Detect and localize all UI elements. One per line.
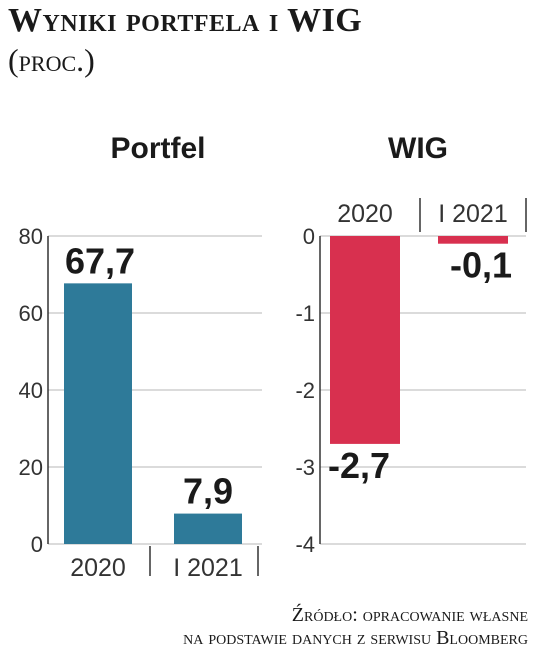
category-label-portfel-chart-1: I 2021 <box>173 554 243 582</box>
chart-title-portfel-chart: Portfel <box>110 132 205 165</box>
figure-subtitle: (proc.) <box>8 42 95 78</box>
wig-chart: WIG 0 -1 -2 -3 -4 -2,7 2020 -0,1 I 2021 <box>295 132 527 557</box>
source-line-2: na podstawie danych z serwisu Bloomberg <box>183 627 528 649</box>
value-label-wig-chart-0: -2,7 <box>328 445 390 486</box>
bar-wig-chart-1 <box>438 236 508 244</box>
bar-portfel-chart-0 <box>64 283 132 544</box>
bar-wig-chart-0 <box>330 236 400 444</box>
category-label-wig-chart-0: 2020 <box>337 200 393 228</box>
y-tick-label-portfel-chart-2: 40 <box>19 378 43 403</box>
value-label-portfel-chart-0: 67,7 <box>65 240 135 281</box>
bar-portfel-chart-1 <box>174 513 242 544</box>
value-label-wig-chart-1: -0,1 <box>450 245 512 286</box>
source-note: Źródło: opracowanie własne na podstawie … <box>183 604 528 650</box>
value-label-portfel-chart-1: 7,9 <box>183 471 233 512</box>
y-tick-label-portfel-chart-3: 60 <box>19 301 43 326</box>
y-tick-label-portfel-chart-1: 20 <box>19 455 43 480</box>
y-tick-label-wig-chart-1: -1 <box>295 301 315 326</box>
y-tick-label-wig-chart-4: -4 <box>295 532 315 557</box>
y-tick-label-wig-chart-2: -2 <box>295 378 315 403</box>
category-label-wig-chart-1: I 2021 <box>438 200 508 228</box>
chart-title-wig-chart: WIG <box>388 132 448 165</box>
y-tick-label-portfel-chart-0: 0 <box>31 532 43 557</box>
figure-title: Wyniki portfela i WIG <box>8 2 363 39</box>
portfel-chart: Portfel 0 20 40 60 80 67,7 2020 7,9 I 2021 <box>19 132 262 582</box>
category-label-portfel-chart-0: 2020 <box>70 554 126 582</box>
y-tick-label-wig-chart-3: -3 <box>295 455 315 480</box>
source-line-1: Źródło: opracowanie własne <box>291 604 528 626</box>
y-tick-label-portfel-chart-4: 80 <box>19 224 43 249</box>
y-tick-label-wig-chart-0: 0 <box>303 224 315 249</box>
charts-svg: Portfel 0 20 40 60 80 67,7 2020 7,9 I 2021 WIG 0 -1… <box>19 132 527 582</box>
